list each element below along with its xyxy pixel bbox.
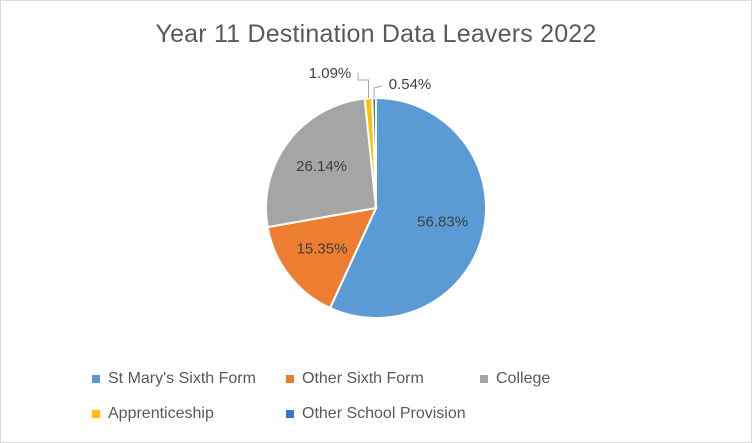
legend-label: Other School Provision xyxy=(302,405,466,422)
legend-swatch xyxy=(480,375,488,383)
legend-label: Apprenticeship xyxy=(108,405,214,422)
pie-slice-st-marys-sixth-form xyxy=(328,96,487,319)
legend-swatch xyxy=(286,410,294,418)
legend-swatch xyxy=(92,375,100,383)
legend-item-other-sixth-form: Other Sixth Form xyxy=(286,370,424,388)
leader-line-other-school-provision xyxy=(373,85,383,99)
chart-title: Year 11 Destination Data Leavers 2022 xyxy=(155,20,597,48)
data-label-other-sixth-form: 15.35% xyxy=(297,241,348,258)
leader-line-apprenticeship xyxy=(357,73,370,99)
legend-item-st-marys-sixth-form: St Mary's Sixth Form xyxy=(92,370,256,388)
legend-item-other-school-provision: Other School Provision xyxy=(286,405,466,423)
legend-swatch xyxy=(92,410,100,418)
legend-item-college: College xyxy=(480,370,550,388)
data-label-college: 26.14% xyxy=(296,158,347,175)
chart-legend: St Mary's Sixth Form Other Sixth Form Co… xyxy=(0,366,752,436)
pie-slice-other-school-provision xyxy=(371,96,377,209)
data-label-other-school-provision: 0.54% xyxy=(389,76,432,93)
pie-slice-other-sixth-form xyxy=(266,206,378,310)
legend-label: College xyxy=(496,370,551,387)
legend-label: St Mary's Sixth Form xyxy=(108,370,256,387)
legend-swatch xyxy=(286,375,294,383)
legend-item-apprenticeship: Apprenticeship xyxy=(92,405,214,423)
legend-label: Other Sixth Form xyxy=(302,370,424,387)
data-label-apprenticeship: 1.09% xyxy=(309,65,352,82)
data-label-st-marys-sixth-form: 56.83% xyxy=(417,214,468,231)
pie-slice-college xyxy=(265,97,378,229)
